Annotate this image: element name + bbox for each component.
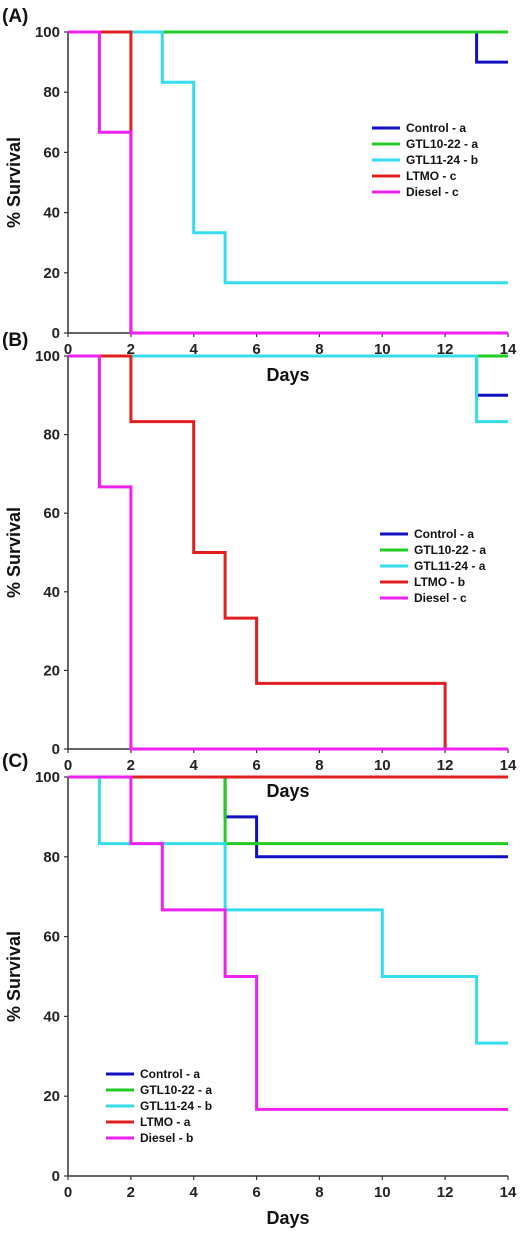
legend-entry: GTL10-22 - a [406, 137, 478, 151]
x-tick-label: 10 [374, 1184, 391, 1201]
legend-entry: Diesel - c [406, 185, 459, 199]
x-tick-label: 6 [252, 1184, 260, 1201]
legend: Control - a GTL10-22 - a GTL11-24 - b LTMO … [372, 121, 478, 199]
y-tick-label: 100 [35, 769, 60, 786]
x-tick-label: 12 [437, 757, 454, 774]
y-tick-label: 0 [52, 1168, 60, 1185]
x-tick-label: 14 [500, 341, 517, 358]
series-line-3 [68, 775, 508, 1045]
x-tick-label: 6 [252, 341, 260, 358]
y-tick-label: 20 [43, 662, 60, 679]
y-tick-label: 0 [52, 325, 60, 342]
y-axis-label: % Survival [4, 137, 24, 228]
series-line-5 [68, 30, 508, 335]
x-tick-label: 8 [315, 341, 323, 358]
y-tick-label: 100 [35, 24, 60, 41]
series-line-3 [68, 354, 508, 424]
y-axis-label: % Survival [4, 507, 24, 598]
legend-entry: GTL10-22 - a [414, 543, 486, 557]
x-tick-label: 12 [437, 341, 454, 358]
y-tick-label: 20 [43, 265, 60, 282]
legend: Control - a GTL10-22 - a GTL11-24 - b LTMO … [106, 1067, 212, 1145]
x-tick-label: 4 [190, 341, 199, 358]
legend-entry: Diesel - b [140, 1131, 193, 1145]
y-tick-label: 0 [52, 741, 60, 758]
x-tick-label: 8 [315, 1184, 323, 1201]
legend-entry: Diesel - c [414, 591, 467, 605]
x-tick-label: 10 [374, 341, 391, 358]
y-tick-label: 60 [43, 929, 60, 946]
y-tick-label: 80 [43, 849, 60, 866]
x-axis-label: Days [266, 365, 309, 385]
legend-entry: Control - a [414, 527, 474, 541]
legend-entry: LTMO - b [414, 575, 465, 589]
y-tick-label: 60 [43, 144, 60, 161]
x-axis-label: Days [266, 781, 309, 801]
panel-label: (A) [2, 6, 28, 27]
x-tick-label: 12 [437, 1184, 454, 1201]
legend: Control - a GTL10-22 - a GTL11-24 - a LTMO … [380, 527, 486, 605]
y-tick-label: 40 [43, 205, 60, 222]
y-tick-label: 40 [43, 584, 60, 601]
x-tick-label: 2 [127, 1184, 135, 1201]
legend-entry: GTL11-24 - b [140, 1099, 212, 1113]
x-tick-label: 6 [252, 757, 260, 774]
legend-entry: GTL11-24 - a [414, 559, 486, 573]
series-line-3 [68, 30, 508, 285]
legend-entry: GTL11-24 - b [406, 153, 478, 167]
x-tick-label: 4 [190, 757, 199, 774]
x-tick-label: 4 [190, 1184, 199, 1201]
legend-entry: LTMO - a [140, 1115, 191, 1129]
y-tick-label: 80 [43, 427, 60, 444]
x-axis-label: Days [266, 1208, 309, 1228]
x-tick-label: 0 [64, 341, 72, 358]
y-tick-label: 100 [35, 348, 60, 365]
x-tick-label: 2 [127, 341, 135, 358]
x-tick-label: 14 [500, 757, 517, 774]
panel-label: (B) [2, 330, 28, 351]
x-tick-label: 0 [64, 1184, 72, 1201]
x-tick-label: 8 [315, 757, 323, 774]
y-tick-label: 20 [43, 1088, 60, 1105]
x-tick-label: 0 [64, 757, 72, 774]
x-tick-label: 2 [127, 757, 135, 774]
legend-entry: Control - a [406, 121, 466, 135]
series-line-5 [68, 775, 508, 1111]
legend-entry: GTL10-22 - a [140, 1083, 212, 1097]
legend-entry: Control - a [140, 1067, 200, 1081]
y-tick-label: 40 [43, 1008, 60, 1025]
series-line-1 [68, 30, 508, 64]
x-tick-label: 10 [374, 757, 391, 774]
series-line-4 [68, 354, 508, 751]
series-line-5 [68, 354, 508, 751]
panel-label: (C) [2, 751, 28, 772]
y-axis-label: % Survival [4, 931, 24, 1022]
y-tick-label: 80 [43, 84, 60, 101]
legend-entry: LTMO - c [406, 169, 457, 183]
y-tick-label: 60 [43, 505, 60, 522]
x-tick-label: 14 [500, 1184, 517, 1201]
